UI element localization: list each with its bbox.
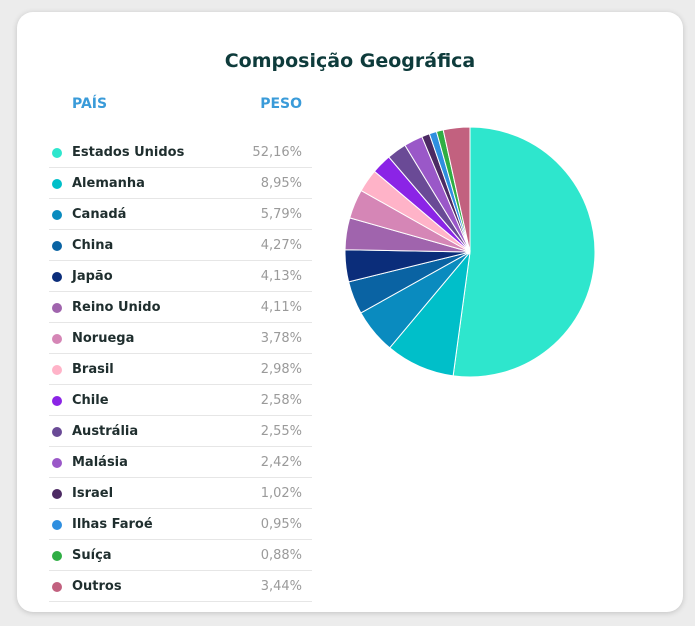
table-row: Austrália 2,55% xyxy=(49,416,312,447)
country-label: China xyxy=(72,238,114,253)
table-row: Canadá 5,79% xyxy=(49,199,312,230)
weight-value: 0,95% xyxy=(260,517,302,532)
weight-value: 4,11% xyxy=(260,300,302,315)
country-label: Alemanha xyxy=(72,176,145,191)
legend-dot xyxy=(52,179,62,189)
legend-dot xyxy=(52,148,62,158)
legend-dot xyxy=(52,458,62,468)
legend-dot xyxy=(52,210,62,220)
legend-dot xyxy=(52,551,62,561)
table-row: Outros 3,44% xyxy=(49,571,312,602)
country-label: Noruega xyxy=(72,331,135,346)
table-row: Israel 1,02% xyxy=(49,478,312,509)
table-header: PAÍS PESO xyxy=(72,96,302,116)
table-row: China 4,27% xyxy=(49,230,312,261)
country-label: Reino Unido xyxy=(72,300,161,315)
legend-dot xyxy=(52,520,62,530)
table-row: Japão 4,13% xyxy=(49,261,312,292)
table-row: Alemanha 8,95% xyxy=(49,168,312,199)
weight-value: 4,27% xyxy=(260,238,302,253)
country-label: Chile xyxy=(72,393,109,408)
legend-dot xyxy=(52,396,62,406)
weight-value: 1,02% xyxy=(260,486,302,501)
weight-value: 52,16% xyxy=(252,145,302,160)
weight-value: 3,78% xyxy=(260,331,302,346)
table-row: Noruega 3,78% xyxy=(49,323,312,354)
country-label: Brasil xyxy=(72,362,114,377)
weight-value: 4,13% xyxy=(260,269,302,284)
country-label: Japão xyxy=(72,269,113,284)
table-row: Brasil 2,98% xyxy=(49,354,312,385)
country-label: Suíça xyxy=(72,548,112,563)
table-row: Ilhas Faroé 0,95% xyxy=(49,509,312,540)
weight-value: 2,42% xyxy=(260,455,302,470)
weight-value: 8,95% xyxy=(260,176,302,191)
country-label: Canadá xyxy=(72,207,127,222)
table-row: Suíça 0,88% xyxy=(49,540,312,571)
country-label: Ilhas Faroé xyxy=(72,517,153,532)
card-title: Composição Geográfica xyxy=(224,50,476,72)
legend-dot xyxy=(52,272,62,282)
table-row: Reino Unido 4,11% xyxy=(49,292,312,323)
legend-dot xyxy=(52,365,62,375)
weight-value: 2,98% xyxy=(260,362,302,377)
legend-dot xyxy=(52,489,62,499)
table-row: Malásia 2,42% xyxy=(49,447,312,478)
legend-dot xyxy=(52,303,62,313)
header-country: PAÍS xyxy=(72,96,108,112)
weight-value: 2,55% xyxy=(260,424,302,439)
geographic-composition-card: Composição Geográfica PAÍS PESO Estados … xyxy=(17,12,683,612)
weight-value: 5,79% xyxy=(260,207,302,222)
table-row: Chile 2,58% xyxy=(49,385,312,416)
legend-dot xyxy=(52,427,62,437)
legend-dot xyxy=(52,241,62,251)
header-weight: PESO xyxy=(260,96,302,112)
country-label: Austrália xyxy=(72,424,139,439)
country-label: Outros xyxy=(72,579,122,594)
weight-value: 3,44% xyxy=(260,579,302,594)
weight-value: 2,58% xyxy=(260,393,302,408)
country-label: Israel xyxy=(72,486,114,501)
country-label: Malásia xyxy=(72,455,128,470)
weight-value: 0,88% xyxy=(260,548,302,563)
legend-dot xyxy=(52,582,62,592)
country-weight-table: Estados Unidos 52,16% Alemanha 8,95% Canadá 5… xyxy=(49,137,312,602)
table-row: Estados Unidos 52,16% xyxy=(49,137,312,168)
country-label: Estados Unidos xyxy=(72,145,185,160)
legend-dot xyxy=(52,334,62,344)
